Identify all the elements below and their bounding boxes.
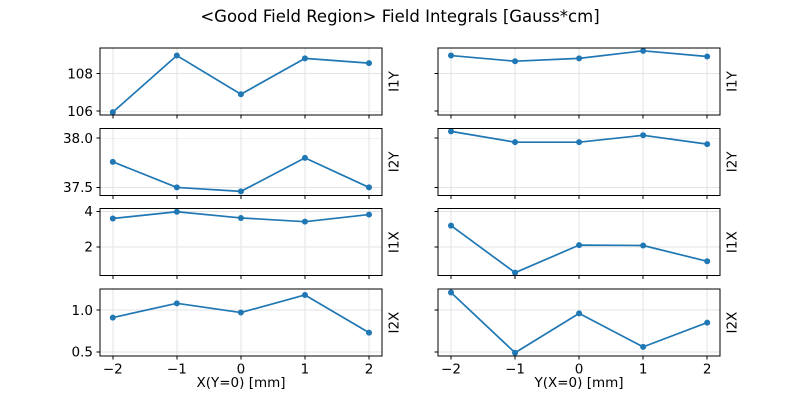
data-point bbox=[365, 184, 372, 191]
row-label-i1y: I1Y bbox=[725, 70, 741, 92]
axes-spines bbox=[437, 127, 721, 196]
data-point bbox=[237, 91, 244, 98]
axes-spines bbox=[99, 127, 383, 196]
x-tick-label: 1 bbox=[639, 362, 648, 378]
subplot-I2X-right: −2 −1 0 1 2 I2X bbox=[434, 288, 741, 378]
data-point bbox=[365, 329, 372, 336]
subplot-I1X-right: I1X bbox=[434, 208, 741, 280]
data-point bbox=[301, 154, 308, 161]
row-label-i2y: I2Y bbox=[386, 151, 402, 173]
y-tick-label: 37.5 bbox=[63, 180, 93, 196]
data-point bbox=[448, 289, 455, 296]
x-tick-label: 0 bbox=[237, 362, 246, 378]
y-tick-label: 106 bbox=[67, 104, 93, 120]
row-label-i1y: I1Y bbox=[386, 70, 402, 92]
data-point bbox=[448, 222, 455, 229]
x-tick-label: −2 bbox=[103, 362, 123, 378]
x-tick-label: 0 bbox=[575, 362, 584, 378]
data-point bbox=[704, 53, 711, 60]
data-point bbox=[704, 319, 711, 326]
data-point bbox=[301, 218, 308, 225]
data-group bbox=[109, 291, 372, 336]
figure-title: <Good Field Region> Field Integrals [Gau… bbox=[200, 7, 600, 26]
data-point bbox=[173, 208, 180, 215]
data-point bbox=[365, 211, 372, 218]
x-tick-label: 2 bbox=[365, 362, 374, 378]
data-point bbox=[512, 349, 519, 356]
y-tick-label: 38.0 bbox=[63, 131, 93, 147]
y-tick-label: 4 bbox=[84, 204, 93, 220]
data-group bbox=[109, 154, 372, 195]
data-point bbox=[640, 132, 647, 139]
data-point bbox=[365, 60, 372, 67]
subplot-I1Y-left: 106 108 I1Y bbox=[67, 47, 402, 120]
data-point bbox=[704, 141, 711, 148]
x-tick-label: −1 bbox=[505, 362, 525, 378]
subplot-I2Y-left: 37.5 38.0 I2Y bbox=[63, 127, 402, 199]
data-group bbox=[448, 128, 711, 148]
subplot-I1Y-right: I1Y bbox=[434, 47, 741, 119]
data-point bbox=[237, 214, 244, 221]
data-point bbox=[576, 55, 583, 62]
data-point bbox=[173, 52, 180, 59]
y-tick-label: 1.0 bbox=[72, 303, 93, 319]
data-point bbox=[640, 343, 647, 350]
data-point bbox=[576, 242, 583, 249]
row-label-i2x: I2X bbox=[725, 312, 741, 334]
x-tick-label: −1 bbox=[167, 362, 187, 378]
row-label-i1x: I1X bbox=[725, 231, 741, 253]
data-point bbox=[109, 109, 116, 115]
subplot-I2Y-right: I2Y bbox=[434, 127, 741, 199]
data-point bbox=[512, 269, 519, 276]
data-point bbox=[301, 55, 308, 62]
data-point bbox=[576, 139, 583, 146]
x-tick-label: 1 bbox=[301, 362, 310, 378]
data-group bbox=[448, 222, 711, 276]
data-point bbox=[109, 314, 116, 321]
data-point bbox=[173, 184, 180, 191]
y-tick-label: 2 bbox=[84, 240, 93, 256]
y-tick-label: 0.5 bbox=[72, 345, 93, 361]
data-point bbox=[704, 258, 711, 265]
data-point bbox=[640, 48, 647, 54]
data-point bbox=[448, 52, 455, 59]
data-point bbox=[237, 309, 244, 316]
x-tick-label: −2 bbox=[441, 362, 461, 378]
subplot-I1X-left: 2 4 I1X bbox=[84, 204, 402, 280]
data-point bbox=[301, 291, 308, 298]
data-group bbox=[109, 208, 372, 225]
row-label-i1x: I1X bbox=[386, 231, 402, 253]
xaxis-label-right: Y(X=0) [mm] bbox=[534, 375, 624, 391]
y-tick-label: 108 bbox=[67, 66, 93, 82]
data-point bbox=[109, 158, 116, 165]
data-group bbox=[109, 52, 372, 115]
data-point bbox=[448, 128, 455, 135]
data-point bbox=[109, 215, 116, 222]
data-point bbox=[173, 300, 180, 307]
data-point bbox=[576, 310, 583, 317]
data-point bbox=[640, 242, 647, 249]
data-point bbox=[512, 58, 519, 65]
data-point bbox=[512, 139, 519, 146]
data-group bbox=[448, 289, 711, 356]
row-label-i2x: I2X bbox=[386, 312, 402, 334]
x-tick-label: 2 bbox=[703, 362, 712, 378]
xaxis-label-left: X(Y=0) [mm] bbox=[196, 375, 286, 391]
data-group bbox=[448, 48, 711, 65]
subplot-I2X-left: 0.5 1.0 −2 −1 0 1 2 I2X bbox=[72, 288, 402, 378]
row-label-i2y: I2Y bbox=[725, 151, 741, 173]
data-point bbox=[237, 188, 244, 195]
